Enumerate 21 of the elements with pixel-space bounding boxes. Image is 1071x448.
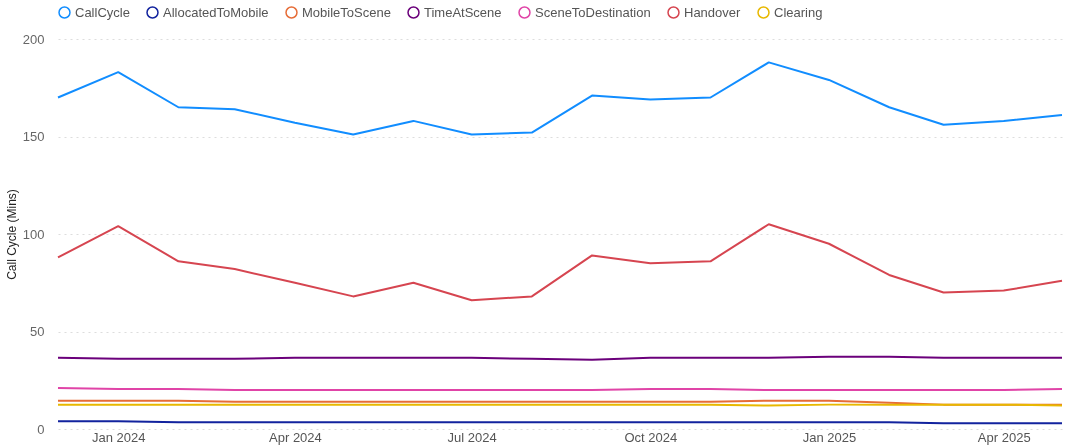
x-tick-label: Apr 2024 (269, 429, 322, 445)
y-tick-label: 0 (37, 421, 45, 437)
x-tick-label: Jul 2024 (447, 429, 497, 445)
legend-label: AllocatedToMobile (163, 4, 269, 20)
y-tick-label: 100 (22, 226, 45, 242)
legend-label: MobileToScene (302, 4, 391, 20)
y-tick-label: 200 (22, 31, 45, 47)
legend-label: Handover (684, 4, 742, 20)
legend-label: CallCycle (75, 4, 130, 20)
y-tick-label: 150 (22, 129, 45, 144)
legend-label: SceneToDestination (535, 4, 651, 20)
x-tick-label: Apr 2025 (977, 429, 1031, 445)
legend-label: TimeAtScene (424, 4, 502, 20)
line-series (57, 223, 1063, 302)
y-axis-title: Call Cycle (Mins) (4, 189, 19, 280)
legend-label: Clearing (774, 4, 823, 20)
y-tick-label: 50 (30, 324, 45, 339)
line-series (57, 61, 1063, 136)
x-tick-label: Jan 2025 (802, 429, 857, 445)
x-tick-label: Oct 2024 (624, 429, 678, 445)
x-tick-label: Jan 2024 (91, 429, 146, 445)
